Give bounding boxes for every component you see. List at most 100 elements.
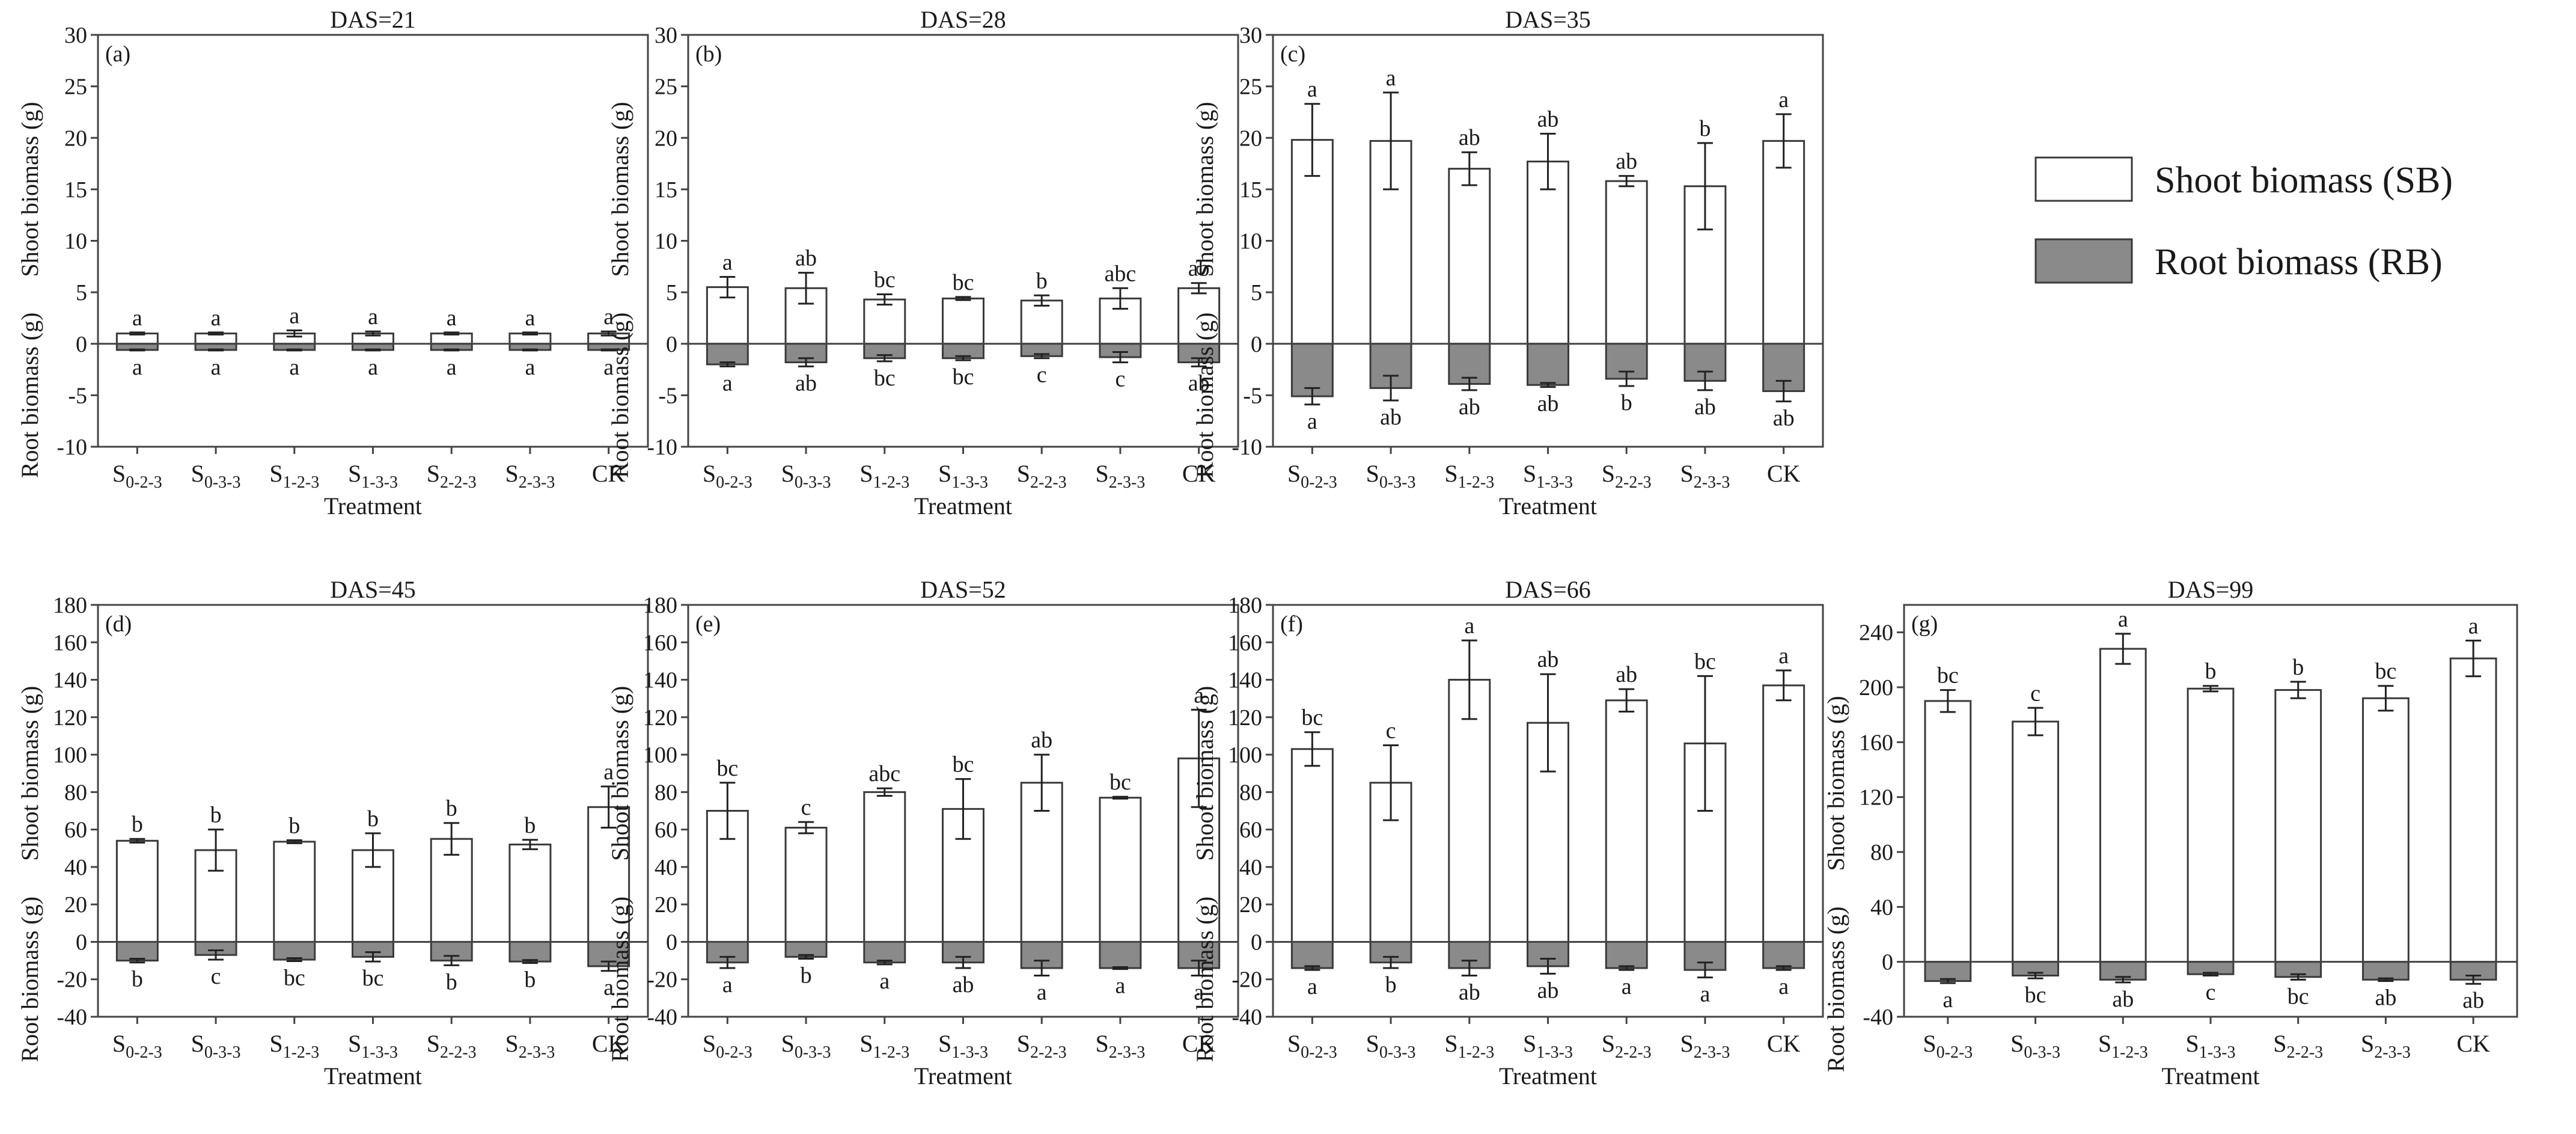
shoot-significance-letter: abc (1105, 261, 1137, 286)
y-tick-label: 60 (1239, 818, 1262, 843)
root-significance-letter: ab (1773, 406, 1795, 431)
x-tick-label: S0-2-3 (1287, 1030, 1337, 1062)
shoot-bar (1605, 699, 1648, 943)
chart-panel: -40 -20 0 20 40 60 80 100 120 140 160 180 bc a S0-2-3 c… (1191, 576, 1824, 1090)
y-axis-label-root: Root biomass (g) (1822, 907, 1849, 1073)
panel-title: DAS=45 (330, 576, 416, 603)
y-tick-label: 25 (655, 75, 677, 100)
y-tick-label: 30 (64, 23, 87, 48)
shoot-bar (2274, 689, 2322, 963)
root-significance-letter: a (722, 972, 733, 998)
root-bar (115, 940, 159, 962)
y-tick-label: 120 (1228, 705, 1262, 731)
y-tick-label: 20 (64, 892, 87, 918)
shoot-bar (2449, 657, 2497, 963)
y-tick-label: 80 (655, 780, 677, 805)
shoot-significance-letter: ab (1616, 149, 1637, 174)
panel-label: (e) (695, 611, 721, 637)
x-tick-label: CK (1182, 1030, 1216, 1057)
panel-label: (g) (1911, 611, 1938, 637)
root-significance-letter: a (1037, 980, 1047, 1005)
x-tick-label: S0-2-3 (112, 1030, 162, 1062)
x-tick-label: S1-3-3 (348, 460, 398, 492)
y-tick-label: 160 (643, 630, 677, 655)
y-tick-label: 0 (1251, 930, 1262, 955)
y-tick-label: 40 (64, 855, 87, 880)
shoot-bar (1448, 679, 1491, 943)
root-bar (863, 940, 906, 964)
x-tick-label: S0-3-3 (1366, 460, 1416, 492)
shoot-significance-letter: c (2030, 681, 2040, 706)
y-tick-label: -40 (1863, 1005, 1893, 1030)
root-bar (2449, 961, 2497, 981)
shoot-bar (784, 827, 828, 943)
root-significance-letter: c (1115, 367, 1125, 392)
y-tick-label: 40 (1239, 855, 1262, 880)
x-tick-label: S1-3-3 (2186, 1030, 2236, 1062)
y-tick-label: 0 (76, 930, 87, 955)
shoot-significance-letter: ab (1616, 662, 1637, 687)
root-significance-letter: ab (795, 370, 817, 396)
root-significance-letter: ab (953, 972, 974, 998)
root-significance-letter: a (1778, 974, 1789, 999)
panel-title: DAS=21 (330, 6, 416, 33)
root-significance-letter: b (1621, 390, 1632, 415)
x-tick-label: S0-3-3 (781, 460, 831, 492)
x-axis-label: Treatment (914, 492, 1012, 519)
root-significance-letter: bc (2288, 984, 2309, 1009)
root-significance-letter: a (1194, 980, 1204, 1005)
root-significance-letter: bc (874, 366, 896, 391)
y-tick-label: 25 (1239, 75, 1262, 100)
y-tick-label: 25 (64, 75, 87, 100)
shoot-bar (1762, 139, 1805, 345)
shoot-bar (1762, 684, 1805, 943)
legend-label: Root biomass (RB) (2155, 242, 2443, 283)
root-significance-letter: a (211, 355, 221, 380)
root-significance-letter: ab (2375, 985, 2396, 1011)
root-significance-letter: a (879, 969, 890, 994)
root-significance-letter: ab (1537, 391, 1559, 417)
shoot-significance-letter: b (1699, 116, 1711, 141)
x-tick-label: S2-3-3 (1680, 460, 1730, 492)
y-tick-label: 20 (1239, 892, 1262, 918)
panel-title: DAS=28 (920, 6, 1006, 33)
shoot-bar (1020, 782, 1063, 943)
y-tick-label: 120 (643, 705, 677, 731)
shoot-significance-letter: ab (1188, 256, 1210, 281)
y-axis-label-shoot: Shoot biomass (g) (1191, 102, 1218, 277)
shoot-significance-letter: b (367, 806, 379, 832)
y-axis-label-shoot: Shoot biomass (g) (606, 102, 633, 277)
panel-label: (b) (695, 41, 722, 67)
x-tick-label: S2-3-3 (505, 1030, 555, 1062)
y-tick-label: 100 (1228, 743, 1262, 768)
shoot-significance-letter: a (525, 305, 535, 331)
x-tick-label: S1-3-3 (1523, 1030, 1573, 1062)
y-tick-label: 200 (1859, 675, 1893, 700)
x-tick-label: S1-2-3 (269, 1030, 319, 1062)
y-tick-label: 5 (1251, 280, 1262, 305)
root-significance-letter: a (289, 355, 299, 380)
x-tick-label: S2-2-3 (1017, 1030, 1067, 1062)
legend: Shoot biomass (SB) Root biomass (RB) (2034, 156, 2453, 284)
x-tick-label: S0-3-3 (781, 1030, 831, 1062)
panel-title: DAS=35 (1505, 6, 1591, 33)
y-tick-label: 120 (1859, 785, 1893, 811)
panel-label: (f) (1280, 611, 1303, 637)
shoot-significance-letter: a (1307, 77, 1317, 102)
x-tick-label: S0-3-3 (191, 1030, 241, 1062)
root-bar (1527, 343, 1569, 386)
y-tick-label: -10 (56, 435, 87, 460)
root-significance-letter: b (524, 967, 536, 993)
shoot-significance-letter: abc (868, 761, 900, 786)
y-tick-label: 160 (1859, 730, 1893, 755)
y-tick-label: 100 (53, 743, 87, 768)
root-significance-letter: b (1385, 972, 1397, 998)
y-tick-label: 80 (1870, 840, 1893, 865)
x-tick-label: S2-2-3 (2273, 1030, 2323, 1062)
shoot-significance-letter: a (1778, 87, 1789, 112)
x-tick-label: CK (2456, 1030, 2490, 1057)
root-significance-letter: b (446, 969, 457, 995)
y-tick-label: 5 (666, 280, 677, 305)
x-tick-label: S0-3-3 (1366, 1030, 1416, 1062)
shoot-bar (1924, 700, 1972, 963)
